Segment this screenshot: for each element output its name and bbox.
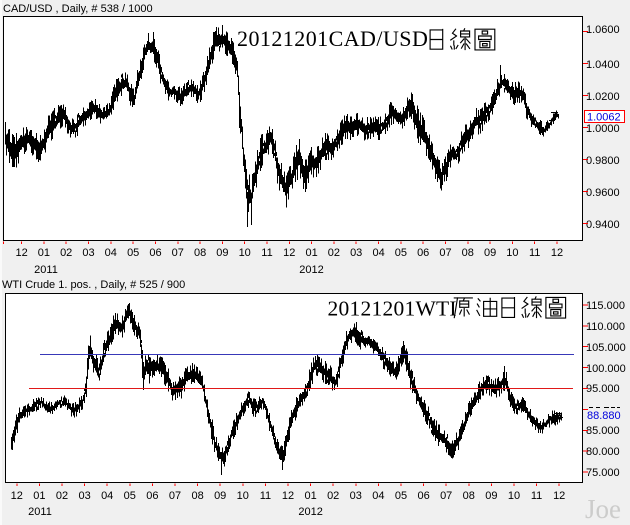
svg-text:2012: 2012 <box>298 506 322 518</box>
svg-text:0.9600: 0.9600 <box>586 187 620 199</box>
svg-text:20121201CAD/USD: 20121201CAD/USD <box>237 26 428 51</box>
svg-text:09: 09 <box>484 247 496 259</box>
svg-text:10: 10 <box>237 490 249 502</box>
svg-text:11: 11 <box>261 247 272 259</box>
svg-text:12: 12 <box>15 247 27 259</box>
svg-text:88.880: 88.880 <box>587 410 621 422</box>
svg-text:12: 12 <box>551 247 563 259</box>
svg-text:08: 08 <box>194 247 206 259</box>
svg-text:0.9800: 0.9800 <box>586 155 620 167</box>
svg-text:12: 12 <box>553 490 565 502</box>
svg-text:05: 05 <box>124 490 136 502</box>
svg-text:05: 05 <box>127 247 139 259</box>
svg-text:04: 04 <box>372 247 384 259</box>
svg-text:06: 06 <box>146 490 158 502</box>
svg-text:01: 01 <box>33 490 45 502</box>
svg-text:12: 12 <box>11 490 23 502</box>
svg-text:1.0600: 1.0600 <box>586 24 620 36</box>
svg-text:07: 07 <box>439 247 451 259</box>
svg-text:10: 10 <box>506 247 518 259</box>
svg-text:1.0062: 1.0062 <box>587 112 621 124</box>
svg-text:06: 06 <box>417 490 429 502</box>
svg-text:12: 12 <box>282 490 294 502</box>
svg-text:04: 04 <box>372 490 384 502</box>
svg-text:07: 07 <box>169 490 181 502</box>
svg-text:01: 01 <box>38 247 50 259</box>
svg-text:07: 07 <box>172 247 184 259</box>
svg-text:05: 05 <box>395 490 407 502</box>
svg-text:07: 07 <box>440 490 452 502</box>
svg-text:115.000: 115.000 <box>586 300 625 312</box>
svg-text:02: 02 <box>328 247 340 259</box>
svg-text:10: 10 <box>239 247 251 259</box>
svg-text:85.000: 85.000 <box>586 425 620 437</box>
svg-text:02: 02 <box>327 490 339 502</box>
svg-text:09: 09 <box>216 247 228 259</box>
svg-text:1.0000: 1.0000 <box>586 123 620 135</box>
svg-text:10: 10 <box>508 490 520 502</box>
svg-text:11: 11 <box>529 247 540 259</box>
svg-text:01: 01 <box>305 247 317 259</box>
svg-text:2011: 2011 <box>28 506 52 518</box>
svg-text:08: 08 <box>191 490 203 502</box>
svg-text:02: 02 <box>60 247 72 259</box>
svg-text:1.0200: 1.0200 <box>586 91 620 103</box>
svg-text:WTI Crude 1. pos. , Daily, # 5: WTI Crude 1. pos. , Daily, # 525 / 900 <box>2 279 185 291</box>
svg-text:20121201WTI: 20121201WTI <box>328 297 457 321</box>
svg-text:95.000: 95.000 <box>586 383 620 395</box>
svg-text:09: 09 <box>214 490 226 502</box>
svg-text:100.000: 100.000 <box>586 363 626 375</box>
svg-text:1.0400: 1.0400 <box>586 59 620 71</box>
svg-text:2012: 2012 <box>299 264 323 276</box>
svg-text:03: 03 <box>78 490 90 502</box>
svg-text:105.000: 105.000 <box>586 342 626 354</box>
svg-text:08: 08 <box>463 490 475 502</box>
svg-text:01: 01 <box>304 490 316 502</box>
svg-text:06: 06 <box>417 247 429 259</box>
svg-text:11: 11 <box>531 490 542 502</box>
svg-text:06: 06 <box>149 247 161 259</box>
svg-text:Joe: Joe <box>585 494 621 524</box>
svg-text:03: 03 <box>350 490 362 502</box>
svg-text:03: 03 <box>350 247 362 259</box>
svg-text:11: 11 <box>260 490 271 502</box>
svg-text:04: 04 <box>105 247 117 259</box>
svg-text:75.000: 75.000 <box>586 467 620 479</box>
svg-text:80.000: 80.000 <box>586 446 620 458</box>
svg-text:04: 04 <box>101 490 113 502</box>
svg-text:12: 12 <box>283 247 295 259</box>
svg-text:02: 02 <box>56 490 68 502</box>
svg-text:08: 08 <box>462 247 474 259</box>
svg-text:2011: 2011 <box>34 264 58 276</box>
svg-text:05: 05 <box>395 247 407 259</box>
svg-text:110.000: 110.000 <box>586 321 625 333</box>
svg-text:CAD/USD , Daily, # 538 / 1000: CAD/USD , Daily, # 538 / 1000 <box>3 3 153 15</box>
svg-text:03: 03 <box>82 247 94 259</box>
svg-text:09: 09 <box>485 490 497 502</box>
svg-text:0.9400: 0.9400 <box>586 219 620 231</box>
